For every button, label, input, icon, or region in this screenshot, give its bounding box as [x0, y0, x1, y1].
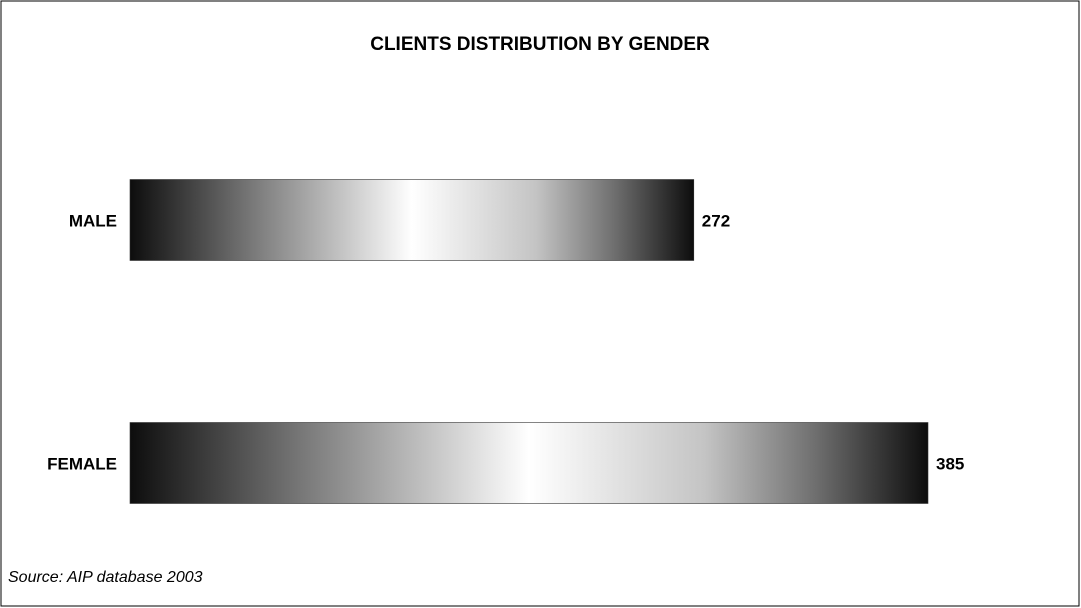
category-label: MALE [69, 211, 117, 230]
bar [129, 422, 929, 504]
source-note: Source: AIP database 2003 [8, 569, 203, 586]
chart-title: CLIENTS DISTRIBUTION BY GENDER [370, 34, 710, 55]
value-label: 385 [936, 454, 964, 473]
value-label: 272 [702, 211, 730, 230]
bar [129, 179, 695, 261]
category-label: FEMALE [47, 454, 117, 473]
